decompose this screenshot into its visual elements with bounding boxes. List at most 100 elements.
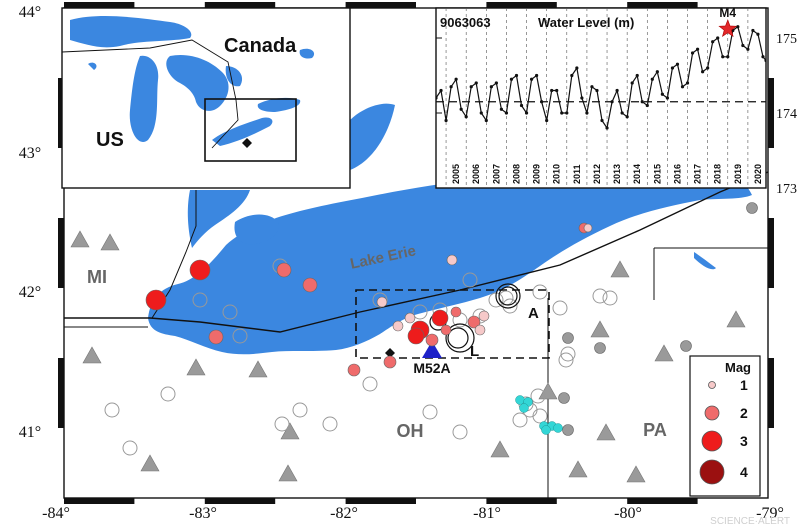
seismic-station-icon: [654, 344, 674, 362]
station-layer: [70, 230, 746, 483]
water-level-point: [565, 111, 569, 115]
earthquake-event: [541, 425, 551, 435]
legend-marker-3: [701, 430, 723, 452]
earthquake-event: [372, 292, 388, 308]
magnitude-legend: Mag 1 2 3 4: [689, 355, 761, 497]
earthquake-event: [392, 320, 404, 332]
earthquake-event: [558, 392, 570, 404]
earthquake-event: [446, 254, 458, 266]
frame-tick: [486, 498, 557, 504]
water-level-point: [514, 73, 519, 78]
earthquake-event: [302, 277, 318, 293]
lat-tick-label: 44°: [19, 4, 41, 21]
frame-tick: [58, 78, 64, 148]
chart-x-tick-label: 2018: [713, 164, 723, 184]
water-level-point: [444, 118, 448, 123]
water-level-point: [670, 66, 675, 70]
seismic-station-icon: [490, 440, 510, 458]
seismic-station-icon: [82, 346, 102, 364]
earthquake-event: [680, 340, 692, 352]
lon-tick-label: -81°: [473, 505, 501, 522]
earthquake-event: [558, 352, 574, 368]
earthquake-event: [746, 202, 758, 214]
chart-x-tick-label: 2016: [672, 164, 682, 184]
chart-x-tick-label: 2019: [733, 164, 743, 184]
frame-tick: [768, 218, 774, 288]
water-level-point: [499, 107, 503, 111]
water-level-point: [529, 77, 534, 81]
study-site-marker-icon: [242, 138, 252, 148]
legend-label-1: 1: [740, 377, 748, 393]
earthquake-event: [552, 300, 568, 316]
chart-x-tick-label: 2013: [612, 164, 622, 184]
seismic-station-icon: [626, 465, 646, 483]
water-level-point: [464, 115, 468, 119]
legend-marker-4: [699, 459, 725, 485]
chart-series: [436, 25, 766, 130]
water-level-point: [585, 111, 589, 115]
earthquake-event: [583, 223, 593, 233]
seismic-station-icon: [248, 360, 268, 378]
frame-tick: [64, 498, 135, 504]
earthquake-event: [519, 403, 529, 413]
seismic-station-icon: [568, 460, 588, 478]
frame-tick: [768, 358, 774, 428]
water-level-point: [575, 66, 579, 70]
water-level-point: [469, 85, 473, 89]
earthquake-event: [562, 332, 574, 344]
chart-title: Water Level (m): [538, 15, 634, 30]
water-level-point: [504, 111, 509, 115]
water-level-point: [459, 107, 463, 111]
water-level-point: [685, 81, 690, 85]
water-level-point: [545, 118, 549, 123]
frame-ticks: [58, 2, 774, 504]
seismic-station-icon: [140, 454, 160, 472]
earthquake-event: [232, 328, 248, 344]
earthquake-event: [104, 402, 120, 418]
site-diamond-icon: [385, 348, 395, 358]
earthquake-event: [440, 324, 452, 336]
legend-marker-2: [704, 405, 720, 421]
chart-x-tick-label: 2008: [511, 164, 521, 184]
earthquake-event: [362, 376, 378, 392]
earthquake-event: [407, 327, 425, 345]
water-level-point: [535, 73, 539, 78]
water-level-point: [580, 96, 584, 100]
earthquake-event: [347, 363, 361, 377]
pennsylvania-label: PA: [643, 420, 667, 440]
earthquake-event: [276, 262, 292, 278]
frame-tick: [486, 2, 557, 8]
water-level-point: [524, 111, 529, 115]
earthquake-event: [450, 306, 462, 318]
earthquake-event: [431, 309, 449, 327]
lon-tick-label: -83°: [189, 505, 217, 522]
water-level-point: [625, 115, 629, 119]
water-level-point: [620, 111, 624, 115]
watermark: SCIENCE·ALERT: [710, 516, 790, 527]
cluster-a-label: A: [528, 305, 539, 322]
chart-x-tick-label: 2007: [491, 164, 501, 184]
study-region-box: [355, 289, 550, 359]
lon-tick-label: -82°: [330, 505, 358, 522]
earthquake-event: [145, 289, 167, 311]
chart-x-tick-label: 2010: [552, 164, 562, 184]
earthquake-event: [192, 292, 208, 308]
great-lakes-shapes: [70, 16, 315, 146]
water-level-point: [635, 73, 639, 78]
frame-tick: [627, 498, 698, 504]
water-level-point: [690, 51, 695, 55]
chart-x-tick-label: 2017: [693, 164, 703, 184]
seismic-station-icon: [590, 320, 610, 338]
water-level-point: [560, 111, 564, 115]
earthquake-event: [474, 324, 486, 336]
earthquake-event: [515, 395, 525, 405]
earthquake-event: [208, 329, 224, 345]
earthquake-event: [447, 327, 469, 349]
chart-axis-ticks: 2005 2006 2007 2008 2009 2010 2011 2012 2013 2014…: [436, 37, 763, 189]
chautauqua-lake: [694, 252, 716, 270]
earthquake-event: [467, 315, 481, 329]
seismic-station-icon: [280, 422, 300, 440]
water-level-point: [449, 85, 453, 89]
frame-tick: [204, 2, 276, 8]
locator-inset: Canada US: [61, 7, 351, 189]
